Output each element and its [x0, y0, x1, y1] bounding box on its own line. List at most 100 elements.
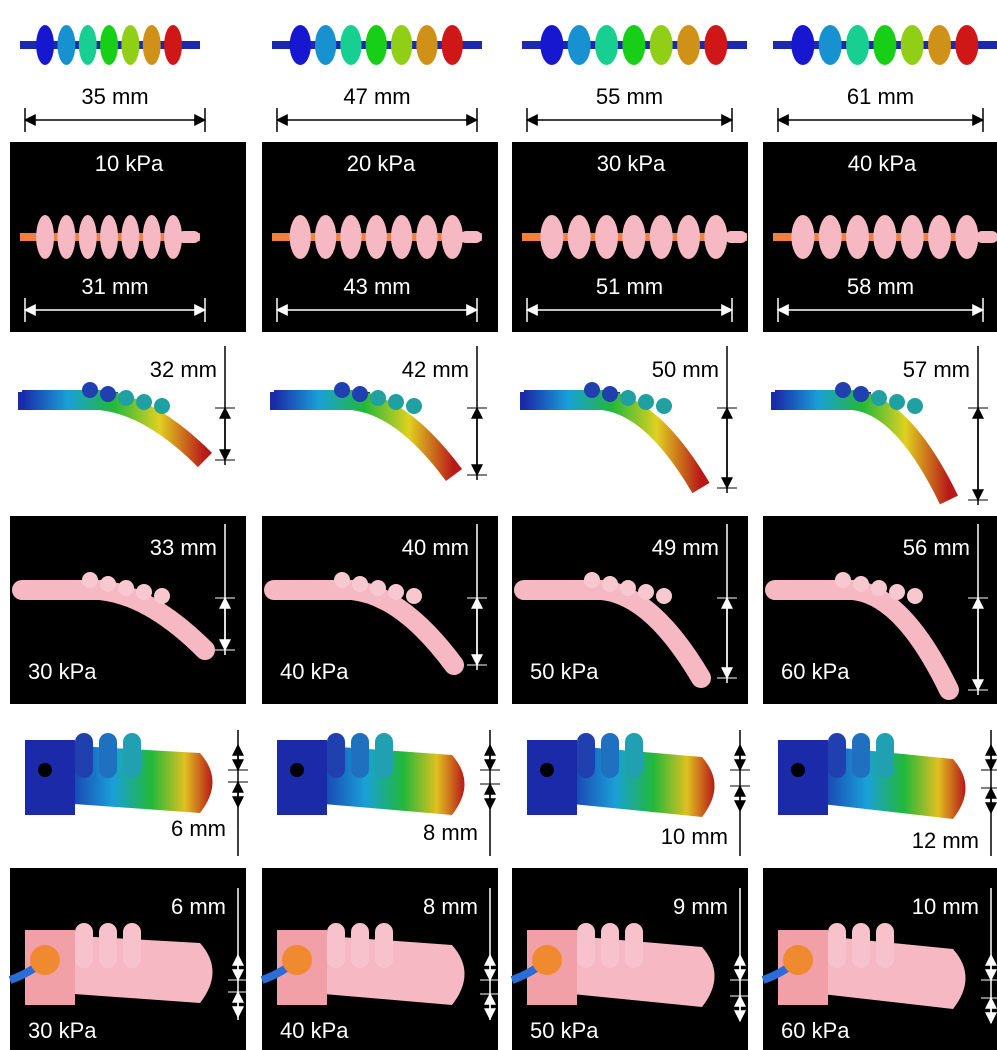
bellows-lobe: [36, 25, 54, 65]
chamber: [889, 584, 905, 600]
chamber: [625, 733, 643, 778]
bellows-lobe: [340, 25, 361, 65]
displacement-label: 8 mm: [423, 820, 478, 845]
chamber: [154, 398, 170, 414]
chamber: [334, 382, 350, 398]
chamber: [351, 733, 369, 778]
chamber: [871, 390, 887, 406]
chamber: [82, 572, 98, 588]
chamber: [584, 382, 600, 398]
bellows-lobe: [416, 25, 437, 65]
displacement-label: 33 mm: [150, 535, 217, 560]
bellows-lobe: [442, 25, 463, 65]
fitting: [30, 945, 60, 975]
length-label: 47 mm: [343, 84, 410, 109]
displacement-label: 10 mm: [661, 824, 728, 849]
bellows-lobe: [143, 215, 161, 259]
chamber: [370, 580, 386, 596]
bellows-lobe: [595, 215, 618, 259]
chamber: [876, 733, 894, 778]
chamber: [388, 584, 404, 600]
hole: [791, 763, 805, 777]
chamber: [835, 382, 851, 398]
bellows-lobe: [540, 215, 563, 259]
length-label: 61 mm: [847, 84, 914, 109]
length-label: 43 mm: [343, 274, 410, 299]
pressure-label: 50 kPa: [530, 1018, 599, 1043]
displacement-label: 12 mm: [912, 828, 979, 853]
bellows-lobe: [704, 215, 727, 259]
chamber: [406, 398, 422, 414]
chamber: [907, 588, 923, 604]
bellows-lobe: [366, 25, 387, 65]
pressure-label: 30 kPa: [28, 1018, 97, 1043]
pressure-label: 40 kPa: [848, 151, 917, 176]
chamber: [876, 923, 894, 968]
hole: [290, 763, 304, 777]
pressure-label: 30 kPa: [597, 151, 666, 176]
base-block: [25, 740, 75, 815]
length-label: 58 mm: [847, 274, 914, 299]
pressure-label: 40 kPa: [280, 1018, 349, 1043]
panel: [262, 0, 498, 136]
chamber: [75, 923, 93, 968]
bellows-lobe: [622, 215, 645, 259]
bellows-lobe: [340, 215, 361, 259]
chamber: [99, 733, 117, 778]
bellows-lobe: [955, 25, 978, 65]
chamber: [75, 733, 93, 778]
displacement-label: 32 mm: [150, 357, 217, 382]
bellows-lobe: [57, 215, 75, 259]
chamber: [638, 394, 654, 410]
chamber: [852, 733, 870, 778]
fitting: [783, 945, 813, 975]
chamber: [327, 923, 345, 968]
bellows-lobe: [164, 25, 182, 65]
chamber: [334, 572, 350, 588]
bellows-lobe: [677, 215, 700, 259]
displacement-label: 6 mm: [171, 816, 226, 841]
pressure-label: 50 kPa: [530, 659, 599, 684]
length-label: 51 mm: [596, 274, 663, 299]
bellows-lobe: [650, 25, 673, 65]
chamber: [118, 390, 134, 406]
bellows-lobe: [416, 215, 437, 259]
tip: [725, 231, 747, 243]
bellows-lobe: [57, 25, 75, 65]
bellows-lobe: [366, 215, 387, 259]
bellows-lobe: [846, 25, 869, 65]
base-block: [527, 740, 577, 815]
displacement-label: 50 mm: [652, 357, 719, 382]
bellows-lobe: [391, 215, 412, 259]
bellows-lobe: [928, 215, 951, 259]
chamber: [656, 588, 672, 604]
chamber: [154, 588, 170, 604]
bellows-lobe: [873, 25, 896, 65]
bellows-lobe: [650, 215, 673, 259]
bellows-lobe: [100, 215, 118, 259]
bellows-lobe: [442, 215, 463, 259]
chamber: [828, 923, 846, 968]
displacement-label: 56 mm: [903, 535, 970, 560]
chamber: [907, 398, 923, 414]
chamber: [871, 580, 887, 596]
tip: [178, 231, 200, 243]
bellows-lobe: [704, 25, 727, 65]
bellows-lobe: [143, 25, 161, 65]
chamber: [375, 923, 393, 968]
bellows-lobe: [121, 215, 139, 259]
chamber: [136, 584, 152, 600]
chamber: [82, 382, 98, 398]
chamber: [620, 390, 636, 406]
chamber: [601, 733, 619, 778]
panel: [10, 0, 246, 136]
bellows-lobe: [901, 25, 924, 65]
bellows-lobe: [568, 25, 591, 65]
displacement-label: 6 mm: [171, 894, 226, 919]
bellows-lobe: [791, 215, 814, 259]
chamber: [853, 576, 869, 592]
bellows-lobe: [100, 25, 118, 65]
chamber: [852, 923, 870, 968]
bellows-lobe: [901, 215, 924, 259]
displacement-label: 57 mm: [903, 357, 970, 382]
